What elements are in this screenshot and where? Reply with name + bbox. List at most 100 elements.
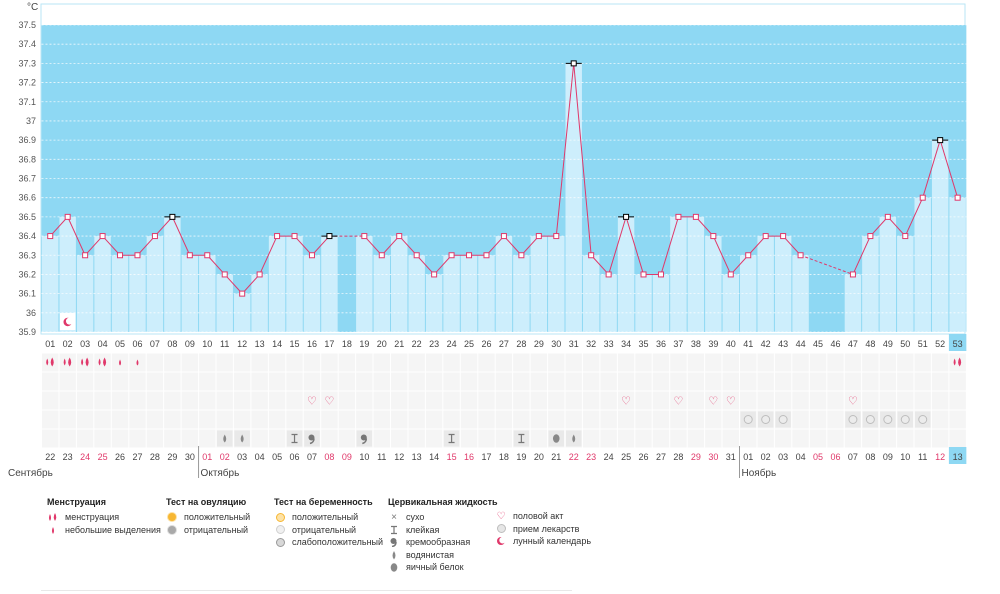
y-tick-label: 36.9 — [18, 135, 36, 145]
menstruation-icon — [46, 358, 49, 366]
marker-cell — [774, 372, 792, 391]
marker-cell — [94, 429, 111, 448]
y-tick-label: 36.5 — [18, 212, 36, 222]
legend-item: менструация — [47, 511, 161, 524]
date-label: 25 — [98, 452, 108, 462]
marker-cell — [199, 372, 216, 391]
marker-cell — [548, 391, 565, 410]
temperature-segment — [433, 254, 452, 275]
marker-cell — [687, 429, 705, 448]
marker-cell — [652, 391, 670, 410]
temperature-point — [535, 233, 542, 240]
legend-label: прием лекарств — [513, 523, 580, 534]
date-label: 06 — [830, 452, 840, 462]
marker-cell — [443, 353, 460, 372]
marker-cell — [687, 391, 705, 410]
day-number: 03 — [80, 339, 90, 349]
marker-cell — [338, 353, 356, 372]
legend-item: прием лекарств — [495, 523, 591, 536]
legend-item: отрицательный — [166, 524, 250, 537]
marker-cell — [617, 353, 635, 372]
marker-cell — [897, 353, 914, 372]
marker-cell — [59, 391, 76, 410]
spotting-icon — [136, 359, 139, 366]
current-day-box — [948, 334, 967, 351]
date-label: 26 — [115, 452, 125, 462]
marker-cell — [181, 410, 199, 429]
date-label: 01 — [202, 452, 212, 462]
marker-cell — [460, 391, 478, 410]
marker-cell — [949, 353, 966, 372]
temperature-point — [186, 252, 193, 259]
marker-cell — [774, 429, 792, 448]
menstruation-drops-icon — [47, 512, 59, 522]
legend-item: клейкая — [388, 524, 498, 537]
temperature-bar — [740, 255, 757, 332]
temperature-segment — [887, 216, 906, 237]
temperature-segment — [259, 235, 278, 275]
marker-cell — [635, 353, 652, 372]
day-number: 34 — [621, 339, 631, 349]
marker-cell — [513, 410, 530, 429]
marker-cell — [879, 429, 897, 448]
date-label: 07 — [848, 452, 858, 462]
positive-test-icon — [166, 512, 178, 522]
marker-cell — [94, 391, 111, 410]
marker-cell — [705, 429, 722, 448]
marker-cell — [530, 353, 548, 372]
day-number: 48 — [865, 339, 875, 349]
marker-cell — [338, 391, 356, 410]
marker-cell — [513, 353, 530, 372]
marker-cell — [356, 410, 373, 429]
day-number: 21 — [394, 339, 404, 349]
day-number: 24 — [447, 339, 457, 349]
marker-cell — [111, 372, 129, 391]
date-label: 11 — [918, 452, 927, 462]
y-tick-label: 37 — [26, 116, 36, 126]
marker-cell — [373, 353, 390, 372]
pill-icon — [848, 415, 858, 424]
temperature-point — [431, 271, 438, 278]
temperature-bar — [286, 236, 303, 332]
temperature-bar — [949, 197, 966, 332]
day-number: 42 — [761, 339, 771, 349]
y-tick-label: 36 — [26, 308, 36, 318]
date-label: 22 — [569, 452, 579, 462]
y-tick-label: 36.1 — [18, 289, 36, 299]
legend-label: отрицательный — [292, 524, 357, 535]
marker-cell — [565, 353, 582, 372]
marker-cell — [670, 410, 687, 429]
temperature-segment — [154, 216, 173, 237]
temperature-bar — [391, 236, 408, 332]
marker-cell — [391, 429, 408, 448]
legend-cervical-fluid: Цервикальная жидкость × сухо клейкая кре… — [388, 497, 498, 574]
marker-cell — [373, 372, 390, 391]
day-number: 44 — [796, 339, 806, 349]
marker-cell — [181, 391, 199, 410]
date-label: 31 — [726, 452, 736, 462]
marker-cell — [844, 372, 862, 391]
marker-cell — [705, 353, 722, 372]
marker-cell — [949, 372, 966, 391]
temperature-point — [588, 252, 595, 259]
marker-cell — [216, 391, 233, 410]
marker-cell — [740, 353, 757, 372]
marker-cell — [94, 372, 111, 391]
temperature-point — [745, 252, 752, 259]
date-label: 02 — [761, 452, 771, 462]
marker-cell — [931, 410, 949, 429]
legend-label: положительный — [292, 512, 359, 523]
legend-label: половой акт — [513, 511, 564, 522]
marker-cell — [181, 429, 199, 448]
marker-cell — [827, 410, 844, 429]
day-number: 50 — [900, 339, 910, 349]
marker-cell — [565, 391, 582, 410]
legend-item: небольшие выделения — [47, 524, 161, 537]
temperature-point — [99, 233, 106, 240]
day-number: 16 — [307, 339, 317, 349]
date-label: 09 — [883, 452, 893, 462]
marker-cell — [635, 429, 652, 448]
legend-label: положительный — [184, 512, 251, 523]
temperature-segment — [224, 274, 243, 294]
temperature-bar — [600, 274, 617, 332]
